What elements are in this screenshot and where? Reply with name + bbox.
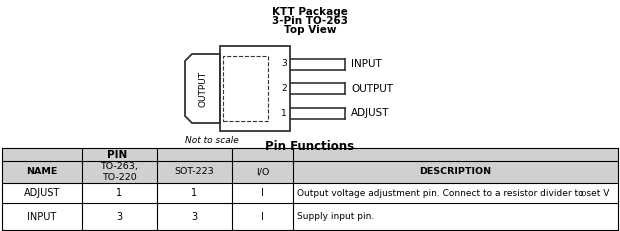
- Text: Pin Functions: Pin Functions: [265, 140, 355, 153]
- Text: ADJUST: ADJUST: [351, 108, 389, 118]
- Bar: [293, 148, 618, 161]
- Text: I: I: [261, 188, 264, 198]
- Bar: [157, 161, 232, 183]
- Bar: [232, 161, 293, 183]
- Bar: [232, 148, 293, 161]
- Text: 2: 2: [281, 84, 287, 93]
- Text: 3: 3: [192, 212, 198, 222]
- Text: 1: 1: [117, 188, 123, 198]
- Text: 3: 3: [281, 60, 287, 69]
- Text: O: O: [581, 191, 587, 198]
- Text: DESCRIPTION: DESCRIPTION: [420, 167, 492, 176]
- Text: INPUT: INPUT: [351, 59, 382, 69]
- Text: ADJUST: ADJUST: [24, 188, 60, 198]
- Text: 3-Pin TO-263: 3-Pin TO-263: [272, 16, 348, 26]
- Bar: [82, 148, 157, 161]
- Text: OUTPUT: OUTPUT: [351, 83, 393, 94]
- Text: KTT Package: KTT Package: [272, 7, 348, 17]
- Text: NAME: NAME: [26, 167, 58, 176]
- Text: Top View: Top View: [284, 25, 336, 35]
- Text: INPUT: INPUT: [27, 212, 56, 222]
- Text: OUTPUT: OUTPUT: [198, 70, 207, 106]
- Text: PIN: PIN: [107, 149, 127, 159]
- Text: I/O: I/O: [256, 167, 269, 176]
- Text: Supply input pin.: Supply input pin.: [297, 212, 374, 221]
- Text: SOT-223: SOT-223: [175, 167, 215, 176]
- Bar: [2, 161, 82, 183]
- Text: Not to scale: Not to scale: [185, 136, 239, 145]
- Text: Output voltage adjustment pin. Connect to a resistor divider to set V: Output voltage adjustment pin. Connect t…: [297, 188, 609, 198]
- Bar: [293, 161, 618, 183]
- Text: 1: 1: [281, 109, 287, 118]
- Bar: [157, 148, 232, 161]
- Bar: [2, 148, 82, 161]
- Text: I: I: [261, 212, 264, 222]
- Bar: [82, 161, 157, 183]
- Text: 1: 1: [192, 188, 198, 198]
- Text: TO-263,
TO-220: TO-263, TO-220: [100, 162, 138, 182]
- Text: 3: 3: [117, 212, 123, 222]
